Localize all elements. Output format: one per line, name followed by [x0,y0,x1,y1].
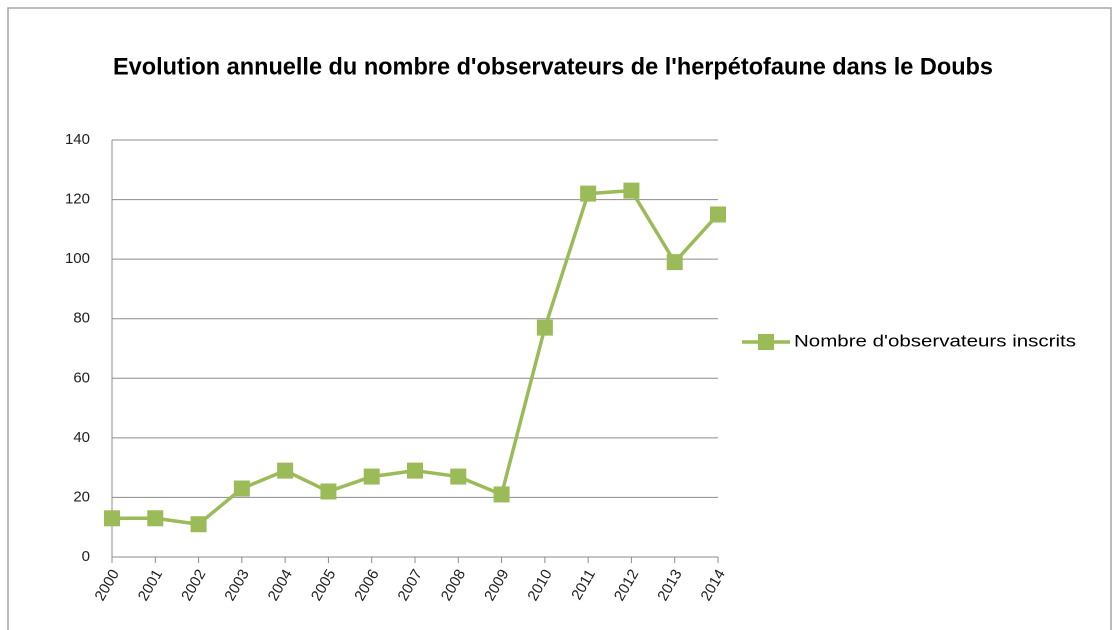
legend-marker [758,334,774,350]
data-point [580,185,597,202]
data-point [493,486,510,503]
data-point [450,468,467,485]
data-point [320,483,337,500]
y-tick-label: 80 [73,310,90,327]
y-tick-label: 0 [82,548,90,565]
data-point [536,319,553,336]
y-tick-label: 60 [73,369,90,386]
data-point [623,182,640,199]
chart-title: Evolution annuelle du nombre d'observate… [113,53,993,80]
data-point [190,516,207,533]
data-point [710,206,726,223]
data-point [104,510,120,527]
y-tick-label: 120 [65,191,90,208]
data-point [147,510,164,527]
y-tick-label: 140 [65,131,90,148]
y-tick-label: 40 [73,429,90,446]
legend-label: Nombre d'observateurs inscrits [794,331,1076,350]
data-point [363,468,380,485]
data-point [666,254,683,271]
data-point [233,480,250,497]
data-point [407,462,423,479]
y-tick-label: 100 [65,250,90,267]
data-point [277,462,294,479]
y-tick-label: 20 [73,488,90,505]
